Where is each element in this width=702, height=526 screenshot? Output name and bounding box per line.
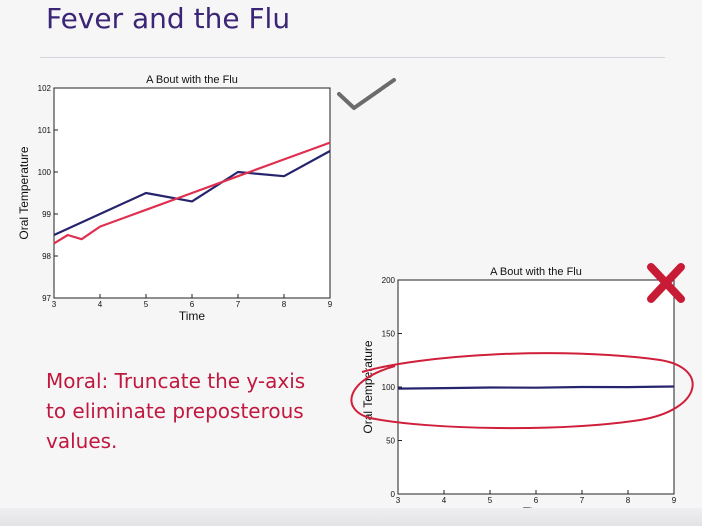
chart-2-xtick-label: 4 bbox=[442, 496, 447, 505]
chart-1-series-2-line bbox=[53, 141, 331, 245]
chart-2-xtick-label: 3 bbox=[396, 496, 401, 505]
checkmark-icon bbox=[337, 78, 396, 110]
chart-2-xtick-label: 5 bbox=[488, 496, 493, 505]
title-divider bbox=[40, 57, 665, 58]
chart-1-series-1-line bbox=[53, 150, 331, 237]
chart-2-xtick-label: 7 bbox=[580, 496, 585, 505]
x-icon bbox=[647, 263, 685, 303]
chart-1-xtick-label: 6 bbox=[190, 300, 195, 309]
chart-2-xtick-label: 9 bbox=[672, 496, 677, 505]
chart-1-ytick-label: 102 bbox=[38, 84, 52, 93]
chart-1-xtick-label: 8 bbox=[282, 300, 287, 309]
chart-1-ytick-label: 98 bbox=[42, 252, 51, 261]
chart-1-title: A Bout with the Flu bbox=[146, 74, 238, 86]
chart-2-ytick-label: 200 bbox=[382, 276, 396, 285]
chart-2-title: A Bout with the Flu bbox=[490, 266, 582, 278]
chart-1-ytick-label: 101 bbox=[38, 126, 52, 135]
chart-1-xtick-label: 4 bbox=[98, 300, 103, 309]
chart-2-ytick-label: 0 bbox=[391, 490, 396, 499]
bottom-strip bbox=[0, 508, 702, 526]
chart-1-ytick-label: 99 bbox=[42, 210, 51, 219]
chart-1-ylabel: Oral Temperature bbox=[17, 146, 31, 239]
chart-1-ytick-label: 100 bbox=[38, 168, 52, 177]
chart-2-ylabel: Oral Temperature bbox=[361, 340, 375, 433]
chart-1-xlabel: Time bbox=[179, 309, 206, 323]
moral-text: Moral: Truncate the y-axis to eliminate … bbox=[46, 369, 306, 453]
chart-2-xtick-label: 6 bbox=[534, 496, 539, 505]
chart-1-xtick-label: 9 bbox=[328, 300, 333, 309]
slide-title: Fever and the Flu bbox=[46, 2, 291, 35]
chart-1-xtick-label: 7 bbox=[236, 300, 241, 309]
chart-2-xtick-label: 8 bbox=[626, 496, 631, 505]
chart-2-ytick-label: 100 bbox=[382, 383, 396, 392]
chart-1-xtick-label: 5 bbox=[144, 300, 149, 309]
chart-1-ytick-label: 97 bbox=[42, 294, 51, 303]
chart-2-ytick-label: 50 bbox=[386, 437, 395, 446]
chart-1-xtick-label: 3 bbox=[52, 300, 57, 309]
chart-2-series-1-line bbox=[397, 385, 675, 390]
chart-2-ytick-label: 150 bbox=[382, 330, 396, 339]
